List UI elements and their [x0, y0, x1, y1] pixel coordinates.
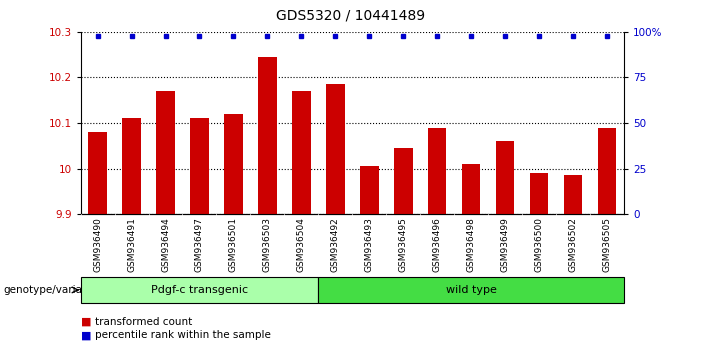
Text: GSM936492: GSM936492 — [331, 217, 340, 272]
Text: GDS5320 / 10441489: GDS5320 / 10441489 — [276, 9, 425, 23]
Text: GSM936504: GSM936504 — [297, 217, 306, 272]
Text: GSM936491: GSM936491 — [127, 217, 136, 272]
Bar — [360, 166, 379, 214]
Bar — [462, 164, 480, 214]
Bar — [597, 127, 616, 214]
Bar — [564, 176, 583, 214]
Text: ■: ■ — [81, 330, 91, 340]
Bar — [292, 91, 311, 214]
Text: GSM936502: GSM936502 — [569, 217, 578, 272]
Text: ■: ■ — [81, 317, 91, 327]
Bar — [156, 91, 175, 214]
Text: GSM936503: GSM936503 — [263, 217, 272, 272]
Text: GSM936493: GSM936493 — [365, 217, 374, 272]
Text: GSM936490: GSM936490 — [93, 217, 102, 272]
Bar — [530, 173, 548, 214]
Text: GSM936501: GSM936501 — [229, 217, 238, 272]
Text: Pdgf-c transgenic: Pdgf-c transgenic — [151, 285, 248, 295]
Bar — [224, 114, 243, 214]
Text: GSM936498: GSM936498 — [467, 217, 475, 272]
Text: GSM936496: GSM936496 — [433, 217, 442, 272]
Text: percentile rank within the sample: percentile rank within the sample — [95, 330, 271, 340]
Bar — [496, 141, 515, 214]
Bar — [428, 127, 447, 214]
Text: genotype/variation: genotype/variation — [4, 285, 102, 295]
Text: GSM936500: GSM936500 — [534, 217, 543, 272]
Text: GSM936499: GSM936499 — [501, 217, 510, 272]
Text: GSM936497: GSM936497 — [195, 217, 204, 272]
Bar — [258, 57, 277, 214]
Text: GSM936494: GSM936494 — [161, 217, 170, 272]
Bar — [394, 148, 412, 214]
Bar — [88, 132, 107, 214]
Text: transformed count: transformed count — [95, 317, 192, 327]
Bar — [326, 84, 345, 214]
Text: wild type: wild type — [446, 285, 496, 295]
Bar — [190, 119, 209, 214]
Bar — [122, 119, 141, 214]
Text: GSM936505: GSM936505 — [602, 217, 611, 272]
Text: GSM936495: GSM936495 — [399, 217, 408, 272]
